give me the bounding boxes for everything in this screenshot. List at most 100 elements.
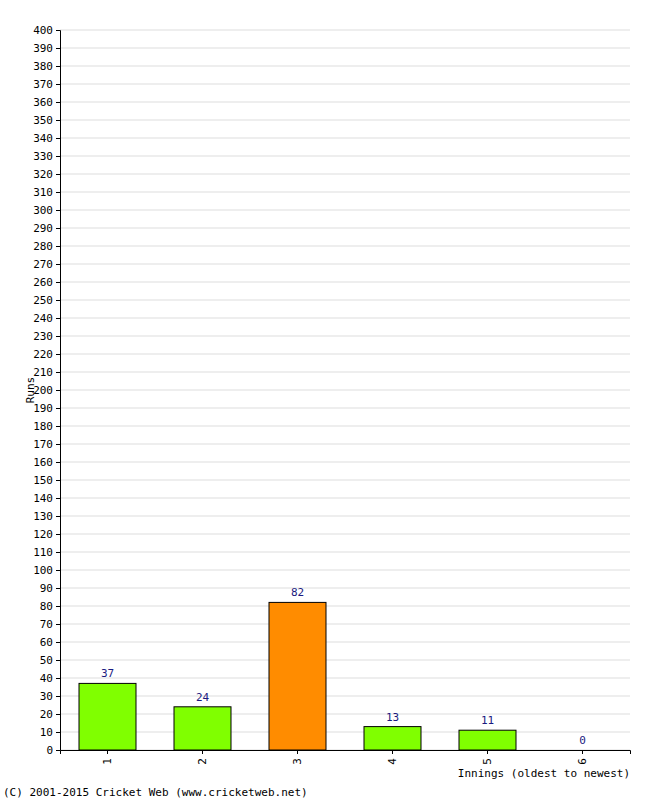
data-label: 13 <box>386 711 399 724</box>
x-tick-mark <box>582 750 583 754</box>
x-tick: 5 <box>481 750 494 765</box>
x-tick-mark <box>392 750 393 754</box>
y-tick-mark <box>56 570 60 571</box>
grid-line <box>60 282 630 283</box>
y-tick-label: 370 <box>33 78 53 91</box>
bar <box>174 707 231 750</box>
y-tick-mark <box>56 246 60 247</box>
y-tick: 60 <box>40 636 60 649</box>
y-tick: 190 <box>33 402 60 415</box>
y-tick-mark <box>56 30 60 31</box>
grid-line <box>60 606 630 607</box>
y-tick-mark <box>56 300 60 301</box>
grid-line <box>60 246 630 247</box>
y-tick: 90 <box>40 582 60 595</box>
y-tick-mark <box>56 372 60 373</box>
y-tick-label: 330 <box>33 150 53 163</box>
y-tick-label: 10 <box>40 726 53 739</box>
y-tick-mark <box>56 264 60 265</box>
x-tick: 6 <box>576 750 589 765</box>
y-tick-mark <box>56 498 60 499</box>
y-tick: 170 <box>33 438 60 451</box>
grid-line <box>60 408 630 409</box>
y-tick-label: 40 <box>40 672 53 685</box>
y-tick: 290 <box>33 222 60 235</box>
grid-line <box>60 210 630 211</box>
grid-line <box>60 318 630 319</box>
y-tick-mark <box>56 678 60 679</box>
y-axis-line <box>56 31 61 751</box>
y-tick-mark <box>56 588 60 589</box>
y-tick-mark <box>56 66 60 67</box>
x-axis-line <box>61 751 631 755</box>
y-tick-label: 240 <box>33 312 53 325</box>
grid-line <box>60 120 630 121</box>
y-tick-label: 220 <box>33 348 53 361</box>
grid-line <box>60 48 630 49</box>
grid-line <box>60 570 630 571</box>
grid-line <box>60 228 630 229</box>
y-tick-label: 270 <box>33 258 53 271</box>
y-tick: 100 <box>33 564 60 577</box>
y-tick-label: 230 <box>33 330 53 343</box>
grid-line <box>60 462 630 463</box>
y-tick-label: 50 <box>40 654 53 667</box>
grid-line <box>60 534 630 535</box>
chart: 3724821311001020304050607080901001101201… <box>0 0 650 800</box>
grid-line <box>60 696 630 697</box>
y-tick: 260 <box>33 276 60 289</box>
y-tick-mark <box>56 426 60 427</box>
y-tick-label: 300 <box>33 204 53 217</box>
y-tick: 330 <box>33 150 60 163</box>
grid-line <box>60 300 630 301</box>
annotation: (C) 2001-2015 Cricket Web (www.cricketwe… <box>3 786 308 799</box>
grid-line <box>60 624 630 625</box>
y-tick: 400 <box>33 24 60 37</box>
y-tick-label: 150 <box>33 474 53 487</box>
y-tick-label: 250 <box>33 294 53 307</box>
bar <box>79 683 136 750</box>
y-tick: 210 <box>33 366 60 379</box>
y-tick-label: 160 <box>33 456 53 469</box>
y-tick-label: 0 <box>46 744 53 757</box>
y-tick-label: 380 <box>33 60 53 73</box>
data-labels: 37248213110 <box>101 586 586 747</box>
y-tick-label: 130 <box>33 510 53 523</box>
y-tick-label: 90 <box>40 582 53 595</box>
x-axis: 123456 <box>61 750 631 765</box>
y-tick: 80 <box>40 600 60 613</box>
grid-line <box>60 516 630 517</box>
y-tick-mark <box>56 138 60 139</box>
y-tick: 230 <box>33 330 60 343</box>
x-tick-label: 6 <box>576 758 589 765</box>
y-tick-label: 400 <box>33 24 53 37</box>
y-tick-mark <box>56 408 60 409</box>
data-label: 11 <box>481 714 494 727</box>
y-tick-mark <box>56 282 60 283</box>
x-tick-mark <box>107 750 108 754</box>
grid-line <box>60 426 630 427</box>
data-label: 24 <box>196 691 210 704</box>
grid-line <box>60 552 630 553</box>
y-tick-mark <box>56 228 60 229</box>
grid-line <box>60 192 630 193</box>
y-tick-label: 310 <box>33 186 53 199</box>
y-tick-label: 110 <box>33 546 53 559</box>
bar <box>459 730 516 750</box>
y-tick: 390 <box>33 42 60 55</box>
y-tick-label: 260 <box>33 276 53 289</box>
y-tick-mark <box>56 552 60 553</box>
y-tick-mark <box>56 336 60 337</box>
y-tick-mark <box>56 120 60 121</box>
y-tick: 360 <box>33 96 60 109</box>
x-axis-title: Innings (oldest to newest) <box>458 767 630 780</box>
y-tick: 240 <box>33 312 60 325</box>
data-label: 37 <box>101 667 114 680</box>
y-tick-mark <box>56 444 60 445</box>
y-tick: 380 <box>33 60 60 73</box>
y-tick: 320 <box>33 168 60 181</box>
y-tick: 370 <box>33 78 60 91</box>
grid-line <box>60 660 630 661</box>
x-tick: 2 <box>196 750 209 765</box>
y-tick: 160 <box>33 456 60 469</box>
